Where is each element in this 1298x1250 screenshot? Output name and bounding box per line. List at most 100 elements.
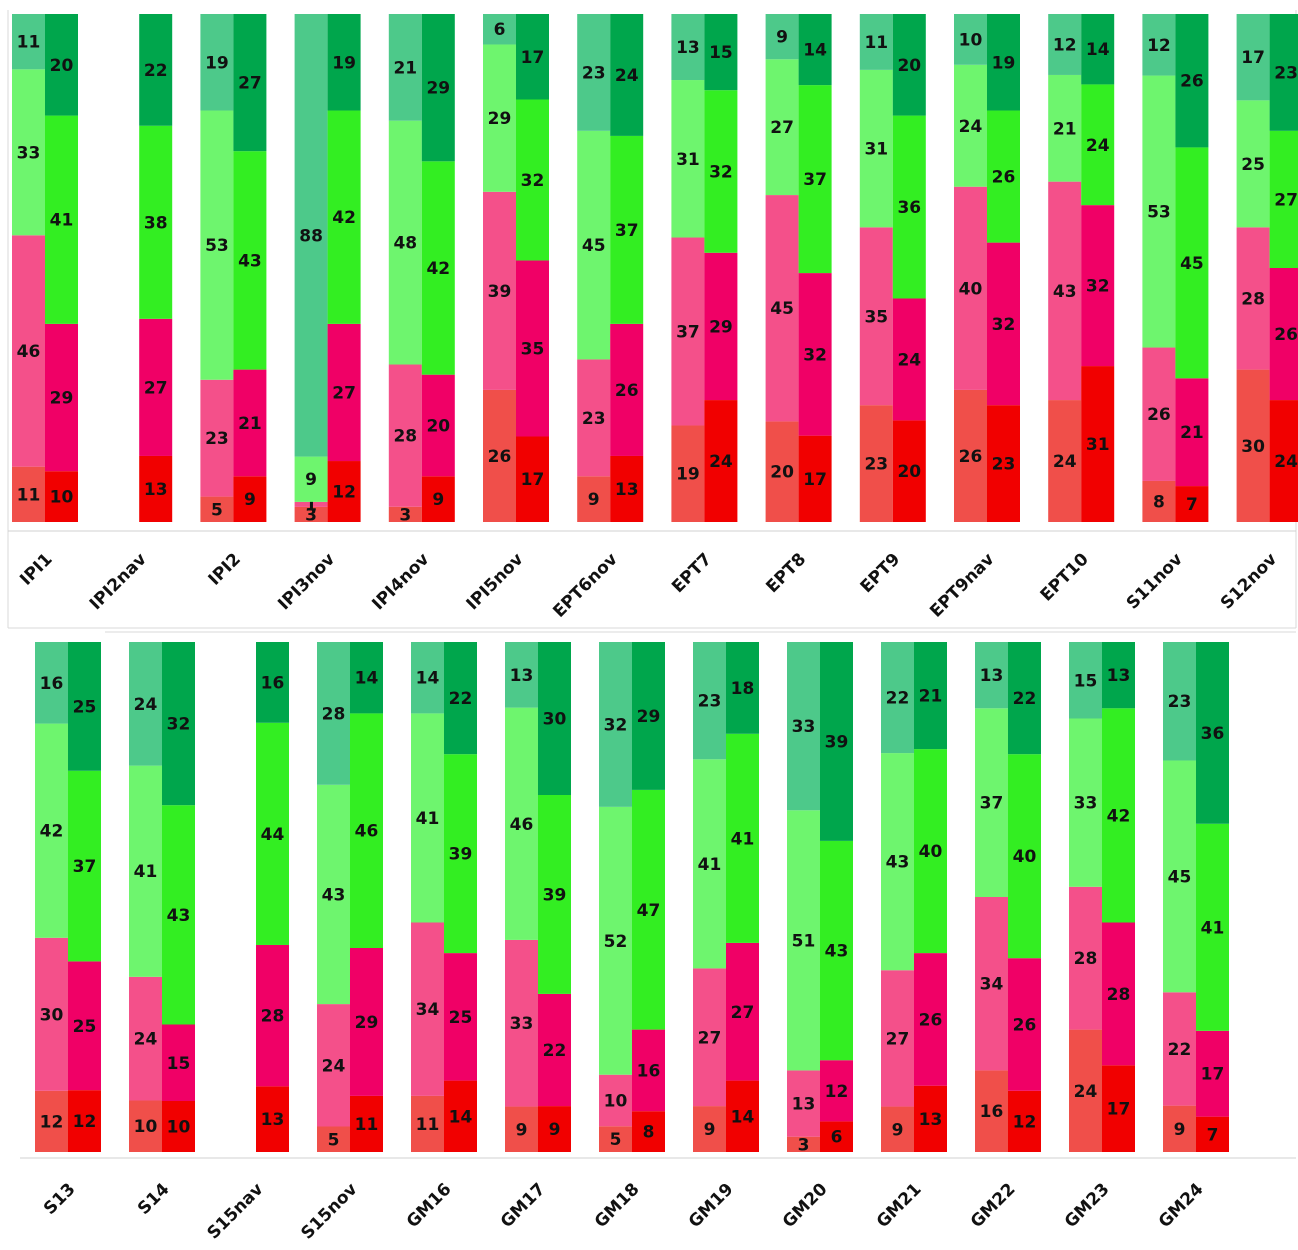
data-label: 5	[328, 1130, 340, 1150]
data-label: 13	[919, 1110, 943, 1130]
bar-segment-light-red	[954, 389, 987, 522]
data-label: 39	[543, 885, 567, 905]
data-label: 11	[355, 1115, 379, 1135]
bar-segment-light-green	[483, 14, 516, 45]
data-label: 29	[50, 389, 74, 409]
bar-segment-dark-light-green	[1269, 130, 1298, 268]
bar-segment-light-light-green	[1048, 74, 1082, 182]
data-label: 10	[50, 488, 74, 508]
bar-segment-light-green	[317, 642, 350, 785]
data-label: 41	[50, 211, 74, 231]
category-label: IPI2	[205, 549, 245, 589]
data-label: 26	[919, 1010, 943, 1030]
bar-segment-dark-green	[1102, 642, 1135, 709]
bar-segment-light-light-green	[35, 723, 68, 938]
bar-segment-dark-red	[327, 461, 361, 522]
bar-segment-dark-red	[892, 420, 926, 522]
data-label: 38	[144, 213, 168, 233]
bar-segment-dark-pink	[1008, 958, 1041, 1091]
data-label: 9	[776, 28, 788, 48]
bar-segment-light-light-green	[975, 708, 1008, 897]
bar-segment-dark-pink	[139, 318, 173, 456]
bar-segment-light-pink	[1069, 886, 1102, 1030]
bar-segment-dark-red	[610, 455, 644, 522]
data-label: 22	[449, 689, 473, 709]
data-label: 13	[792, 1095, 816, 1115]
bar-segment-light-light-green	[388, 120, 422, 365]
bar-segment-light-red	[1236, 369, 1270, 522]
bar-segment-dark-red	[820, 1121, 853, 1152]
data-label: 23	[205, 429, 229, 449]
data-label: 29	[488, 109, 512, 129]
data-label: 33	[17, 143, 41, 163]
data-label: 45	[1168, 867, 1192, 887]
data-label: 14	[803, 41, 827, 61]
bar-segment-light-green	[787, 642, 820, 811]
bar-segment-dark-green	[704, 14, 738, 91]
bar-segment-dark-light-green	[726, 733, 759, 943]
data-label: 37	[803, 170, 827, 190]
data-label: 10	[604, 1091, 628, 1111]
bar-segment-dark-pink	[421, 374, 455, 477]
category-label: IPI2nav	[86, 549, 151, 614]
bar-segment-light-red	[35, 1090, 68, 1152]
data-label: 25	[1241, 155, 1265, 175]
data-label: 43	[167, 906, 191, 926]
bar-segment-light-green	[200, 14, 234, 111]
data-label: 27	[144, 378, 168, 398]
data-label: 7	[1186, 495, 1198, 515]
bar-segment-dark-light-green	[233, 151, 267, 370]
bar-segment-dark-green	[233, 14, 267, 152]
data-label: 28	[322, 704, 346, 724]
bar-segment-dark-green	[798, 14, 832, 86]
data-label: 45	[582, 236, 606, 256]
data-label: 88	[299, 226, 323, 246]
bar-segment-dark-pink	[726, 942, 759, 1081]
bar-segment-dark-red	[256, 1086, 289, 1152]
data-label: 34	[980, 975, 1004, 995]
bar-segment-light-light-green	[294, 456, 328, 502]
data-label: 41	[731, 829, 755, 849]
data-label: 26	[1180, 72, 1204, 92]
bar-segment-light-red	[1048, 400, 1082, 522]
data-label: 27	[886, 1029, 910, 1049]
data-label: 12	[1053, 35, 1077, 55]
data-label: 9	[305, 470, 317, 490]
data-label: 36	[1201, 724, 1225, 744]
bar-segment-dark-red	[726, 1080, 759, 1152]
data-label: 19	[332, 53, 356, 73]
data-label: 31	[676, 150, 700, 170]
bar-segment-dark-light-green	[914, 749, 947, 954]
bar-segment-dark-green	[421, 14, 455, 162]
bar-segment-light-light-green	[859, 69, 893, 228]
bar-segment-light-light-green	[765, 59, 799, 196]
data-label: 7	[1207, 1125, 1219, 1145]
bar-segment-light-light-green	[1142, 75, 1176, 348]
data-label: 26	[959, 447, 983, 467]
data-label: 10	[134, 1117, 158, 1137]
category-label: GM19	[685, 1179, 738, 1232]
category-label: S11nov	[1123, 549, 1187, 613]
bar-segment-dark-light-green	[704, 90, 738, 253]
bar-segment-dark-red	[1196, 1116, 1229, 1152]
bar-segment-dark-green	[162, 642, 195, 806]
bar-segment-dark-light-green	[45, 115, 78, 324]
data-label: 20	[770, 463, 794, 483]
bar-segment-dark-pink	[538, 993, 571, 1107]
data-label: 42	[332, 208, 356, 228]
bar-segment-light-green	[859, 14, 893, 70]
bar-segment-dark-green	[139, 14, 173, 126]
category-label: IPI5nov	[463, 549, 528, 614]
data-label: 23	[1168, 692, 1192, 712]
bar-segment-light-pink	[200, 379, 234, 497]
data-label: 51	[792, 931, 816, 951]
data-label: 47	[637, 901, 661, 921]
data-label: 39	[449, 845, 473, 865]
category-label: EPT9	[857, 549, 905, 597]
data-label: 15	[167, 1054, 191, 1074]
data-label: 39	[825, 732, 849, 752]
data-label: 28	[393, 427, 417, 447]
bar-segment-dark-red	[987, 405, 1020, 522]
data-label: 9	[244, 490, 256, 510]
bar-segment-dark-green	[1269, 14, 1298, 131]
